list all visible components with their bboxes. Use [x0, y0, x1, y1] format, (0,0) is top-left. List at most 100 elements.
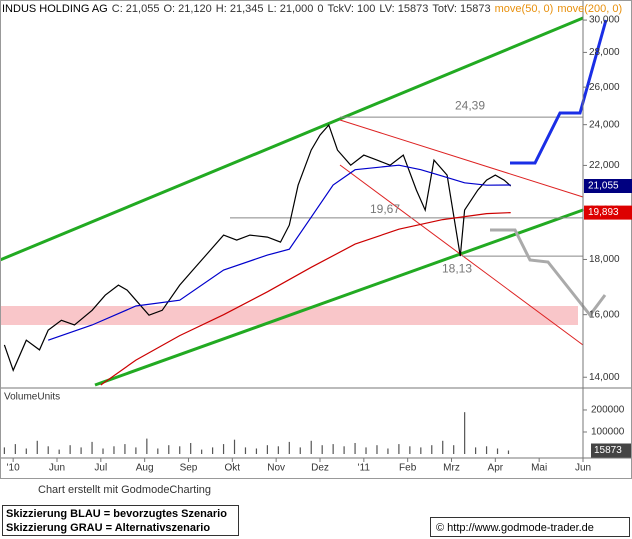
- y-tick-label: 22,000: [589, 160, 620, 171]
- volume-bar: [168, 445, 170, 454]
- quote: L: 21,000: [267, 3, 313, 15]
- x-tick-label: '10: [7, 463, 20, 474]
- y-tick-label: 16,000: [589, 309, 620, 320]
- volume-bar: [3, 447, 5, 454]
- y-tick-label: 18,000: [589, 254, 620, 265]
- volume-bar: [244, 447, 247, 454]
- last-value-box: [584, 205, 632, 220]
- credit: Chart erstellt mit GodmodeCharting: [38, 484, 211, 496]
- frame: [0, 0, 632, 479]
- scenario-gray: [490, 228, 607, 318]
- legend-box: [2, 505, 239, 536]
- trend-channel: [0, 16, 584, 262]
- header: INDUS HOLDING AG C: 21,055 O: 21,120 H: 21,…: [2, 3, 622, 15]
- volume-bar: [113, 446, 115, 454]
- copyright: © http://www.godmode-trader.de: [436, 522, 594, 534]
- x-tick-label: Aug: [136, 463, 154, 474]
- volume-bar: [69, 445, 71, 454]
- volume-bar: [36, 440, 38, 454]
- volume-bar: [496, 448, 499, 454]
- x-tick-label: Jul: [94, 463, 107, 474]
- volume-bar: [47, 446, 49, 454]
- y-tick-label: 26,000: [589, 82, 620, 93]
- last-value-box: [584, 179, 632, 194]
- trend-channel: [94, 208, 584, 387]
- volume-bar: [485, 446, 488, 454]
- volume-bar: [255, 448, 258, 454]
- volume-bar: [420, 447, 422, 454]
- volume-bar: [102, 448, 104, 454]
- scenario-blue: [510, 19, 608, 165]
- volume-bar: [288, 441, 290, 454]
- volume-bar: [332, 444, 334, 454]
- price-line: [48, 164, 511, 341]
- x-tick-label: Apr: [488, 463, 504, 474]
- volume-bar: [475, 447, 477, 454]
- trend-line: [339, 164, 584, 346]
- y-tick-label: 100000: [591, 427, 625, 438]
- volume-bar: [464, 412, 466, 454]
- volume-bar: [299, 447, 301, 454]
- y-tick-label: 24,000: [589, 119, 620, 130]
- quote: C: 21,055: [112, 3, 160, 15]
- y-tick-label: 200000: [591, 405, 625, 416]
- legend-blue: Skizzierung BLAU = bevorzugtes Szenario: [6, 508, 227, 520]
- volume-bar: [310, 440, 312, 454]
- volume-bar: [387, 448, 389, 454]
- x-tick-label: Jun: [49, 463, 65, 474]
- legend-entry: move(200, 0): [557, 3, 622, 15]
- volume-bar: [343, 446, 345, 454]
- last-volume-label: 15873: [594, 445, 622, 456]
- volume-bar: [398, 444, 400, 454]
- volume-bar: [80, 447, 82, 454]
- last-volume-box: [591, 443, 631, 458]
- volume-bar: [179, 446, 181, 454]
- volume-bar: [376, 445, 378, 454]
- volume-bar: [25, 448, 27, 454]
- volume-bar: [354, 442, 356, 454]
- quote: LV: 15873: [379, 3, 428, 15]
- volume-bar: [124, 444, 126, 454]
- volume-bar: [157, 448, 159, 454]
- annotation-label: 24,39: [455, 98, 485, 112]
- volume-bar: [431, 445, 433, 454]
- volume-bar: [365, 447, 367, 454]
- last-value-label: 19,893: [588, 207, 619, 218]
- legend-gray: Skizzierung GRAU = Alternativszenario: [6, 522, 210, 534]
- volume-bar: [453, 445, 455, 454]
- quote: 0: [317, 3, 323, 15]
- title: INDUS HOLDING AG: [2, 3, 108, 15]
- last-value-label: 21,055: [588, 181, 619, 192]
- y-tick-label: 14,000: [589, 372, 620, 383]
- annotation-label: 18,13: [442, 261, 472, 275]
- volume-bar: [135, 447, 137, 454]
- x-tick-label: Sep: [180, 463, 198, 474]
- x-tick-label: Jun: [575, 463, 591, 474]
- x-tick-label: Okt: [225, 463, 241, 474]
- quote: TotV: 15873: [432, 3, 490, 15]
- plot-area: [3, 116, 583, 386]
- x-tick-label: Feb: [399, 463, 417, 474]
- volume-bar: [58, 449, 60, 454]
- y-tick-label: 30,000: [589, 15, 620, 26]
- x-tick-label: Nov: [267, 463, 285, 474]
- volume-bar: [190, 442, 192, 454]
- volume-bar: [442, 440, 444, 454]
- volume-bar: [211, 447, 214, 454]
- volume-bar: [507, 450, 510, 454]
- volume-bar: [201, 449, 203, 454]
- x-tick-label: Mrz: [443, 463, 460, 474]
- x-tick-label: Mai: [531, 463, 547, 474]
- x-tick-label: '11: [358, 463, 371, 474]
- volume-bar: [266, 445, 268, 454]
- annotation-label: 19,67: [370, 202, 400, 216]
- volume-bar: [233, 439, 236, 454]
- x-tick-label: Dez: [311, 463, 329, 474]
- volume-title: VolumeUnits: [4, 392, 60, 403]
- price-line: [3, 123, 512, 372]
- quote: H: 21,345: [216, 3, 264, 15]
- volume-bar: [321, 445, 323, 454]
- volume-bar: [222, 444, 225, 454]
- quote: O: 21,120: [163, 3, 211, 15]
